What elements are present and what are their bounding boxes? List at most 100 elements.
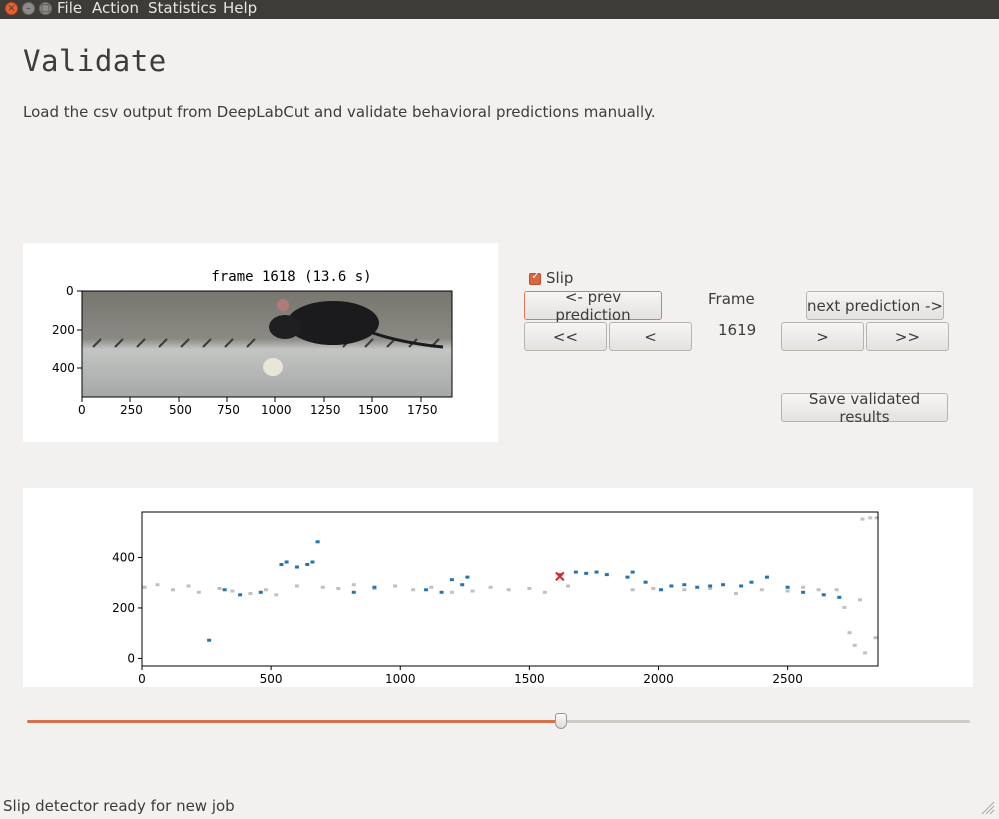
data-point — [873, 636, 878, 640]
y-tick-label: 400 — [112, 550, 135, 564]
data-point — [248, 592, 253, 596]
page-subtitle: Load the csv output from DeepLabCut and … — [23, 103, 656, 121]
data-point — [142, 585, 147, 589]
data-point — [294, 584, 299, 588]
data-point — [842, 605, 847, 609]
slip-label: Slip — [546, 269, 574, 287]
menu-file[interactable]: File — [57, 0, 83, 17]
data-point — [643, 580, 648, 584]
data-point — [816, 588, 821, 592]
menu-action[interactable]: Action — [92, 0, 139, 17]
data-point — [411, 588, 416, 592]
x-tick-label: 1500 — [514, 672, 545, 686]
prev-prediction-button[interactable]: <- prev prediction — [524, 288, 662, 324]
trajectory-plot: 0 500 1000 1500 2000 2500 0 200 400 — [112, 511, 879, 686]
data-point — [759, 588, 764, 592]
data-point — [651, 587, 656, 590]
data-point — [868, 516, 873, 520]
forward-button[interactable]: > — [781, 322, 864, 351]
slip-checkbox[interactable]: ✓ — [529, 271, 541, 285]
menu-bar: × – □ File Action Statistics Help — [0, 0, 999, 19]
data-point — [263, 588, 268, 592]
data-point — [527, 587, 532, 590]
data-point — [659, 588, 664, 592]
data-point — [284, 560, 289, 564]
x-tick-label: 0 — [138, 672, 146, 686]
data-point — [305, 563, 310, 567]
x-tick-label: 1000 — [385, 672, 416, 686]
frame-label: Frame — [708, 290, 755, 308]
forward-fast-button[interactable]: >> — [866, 322, 949, 351]
frame-slider-handle[interactable] — [555, 713, 567, 729]
data-point — [630, 588, 635, 592]
frame-x-tick: 750 — [217, 403, 240, 417]
data-point — [785, 585, 790, 589]
menu-help[interactable]: Help — [223, 0, 258, 17]
data-point — [429, 585, 434, 589]
data-point — [630, 570, 635, 574]
data-point — [625, 575, 630, 579]
data-point — [336, 587, 341, 590]
data-point — [542, 590, 547, 594]
data-point — [837, 595, 842, 599]
frame-x-tick: 1000 — [261, 403, 292, 417]
data-point — [230, 589, 235, 593]
save-validated-results-button[interactable]: Save validated results — [781, 390, 948, 426]
data-point — [733, 592, 738, 596]
data-point — [470, 589, 475, 593]
data-point — [874, 516, 879, 520]
frame-slider-track[interactable] — [561, 720, 970, 723]
data-point — [238, 593, 243, 597]
y-tick-label: 0 — [127, 651, 135, 665]
status-bar-text: Slip detector ready for new job — [3, 797, 235, 815]
data-point — [594, 570, 599, 574]
plot-frame — [141, 511, 879, 667]
data-point — [682, 588, 687, 592]
data-point — [764, 575, 769, 579]
minimize-icon: – — [26, 3, 31, 14]
data-point — [749, 580, 754, 584]
close-icon: × — [7, 3, 16, 14]
data-point — [186, 584, 191, 588]
frame-view-title: frame 1618 (13.6 s) — [211, 269, 372, 285]
data-point — [274, 593, 279, 597]
data-point — [801, 590, 806, 594]
data-point — [449, 590, 454, 594]
frame-view-image — [77, 290, 453, 402]
data-point — [821, 593, 826, 597]
next-prediction-button[interactable]: next prediction -> — [806, 291, 944, 320]
data-point — [393, 584, 398, 588]
resize-grip-icon[interactable] — [979, 799, 995, 815]
data-point — [279, 563, 284, 567]
data-point — [604, 573, 609, 577]
maximize-icon: □ — [40, 3, 51, 14]
data-point — [708, 584, 713, 588]
data-point — [584, 571, 589, 575]
frame-x-tick: 1500 — [358, 403, 389, 417]
x-tick-label: 2000 — [643, 672, 674, 686]
data-point — [449, 578, 454, 582]
data-point — [424, 588, 429, 592]
window-close-button[interactable]: × — [5, 2, 18, 15]
frame-view-panel: frame 1618 (13.6 s) — [23, 243, 498, 442]
data-point — [207, 638, 212, 642]
data-point — [669, 584, 674, 588]
data-point — [315, 540, 320, 544]
data-point — [852, 643, 857, 647]
menu-statistics[interactable]: Statistics — [148, 0, 217, 17]
data-point — [573, 570, 578, 574]
page-title: Validate — [23, 44, 167, 78]
window-maximize-button[interactable]: □ — [39, 2, 52, 15]
data-point — [834, 588, 839, 592]
back-fast-button[interactable]: << — [524, 322, 607, 351]
frame-slider-fill — [27, 720, 561, 723]
data-point — [682, 583, 687, 587]
data-point — [170, 588, 175, 592]
data-point — [863, 651, 868, 655]
data-point — [566, 584, 571, 588]
window-minimize-button[interactable]: – — [22, 2, 35, 15]
data-point — [465, 575, 470, 579]
data-point — [721, 583, 726, 587]
back-button[interactable]: < — [609, 322, 692, 351]
frame-y-tick: 400 — [52, 361, 75, 375]
